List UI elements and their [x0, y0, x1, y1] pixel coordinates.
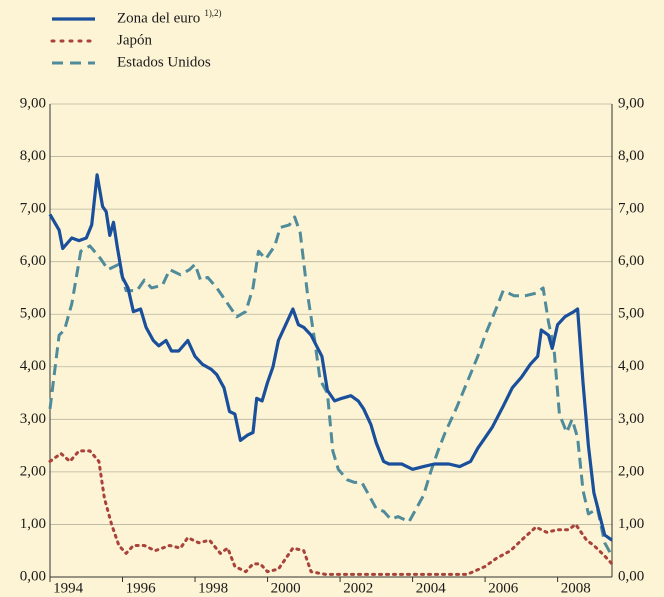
legend-label: Zona del euro: [117, 10, 200, 26]
y2-tick-label: 5,00: [618, 306, 644, 322]
x-tick-label: 2008: [561, 580, 591, 596]
y-tick-label: 4,00: [20, 358, 46, 374]
y-tick-label: 8,00: [20, 148, 46, 164]
y2-tick-label: 0,00: [618, 568, 644, 584]
y2-tick-label: 2,00: [618, 463, 644, 479]
x-tick-label: 2002: [343, 580, 373, 596]
y-tick-label: 7,00: [20, 201, 46, 217]
x-tick-label: 1998: [198, 580, 228, 596]
series-line: [48, 215, 614, 557]
y-tick-label: 3,00: [20, 411, 46, 427]
y2-tick-label: 7,00: [618, 201, 644, 217]
legend-label: Estados Unidos: [117, 54, 211, 70]
x-tick-label: 1994: [53, 580, 84, 596]
y2-tick-label: 1,00: [618, 516, 644, 532]
y2-tick-label: 9,00: [618, 95, 644, 111]
legend-label: Japón: [117, 32, 152, 48]
y-tick-label: 1,00: [20, 516, 46, 532]
x-tick-label: 2006: [488, 580, 519, 596]
x-tick-label: 2004: [416, 580, 447, 596]
y2-tick-label: 3,00: [618, 411, 644, 427]
series-line: [48, 173, 613, 542]
y2-tick-label: 4,00: [618, 358, 644, 374]
y-tick-label: 0,00: [20, 568, 46, 584]
y-tick-label: 5,00: [20, 306, 46, 322]
x-tick-label: 1996: [126, 580, 157, 596]
y-tick-label: 2,00: [20, 463, 46, 479]
y2-tick-label: 8,00: [618, 148, 644, 164]
y-tick-label: 9,00: [20, 95, 46, 111]
legend-footnote: 1),2): [204, 8, 221, 18]
y2-tick-label: 6,00: [618, 253, 644, 269]
y-tick-label: 6,00: [20, 253, 46, 269]
series-line: [48, 449, 614, 576]
x-tick-label: 2000: [271, 580, 301, 596]
